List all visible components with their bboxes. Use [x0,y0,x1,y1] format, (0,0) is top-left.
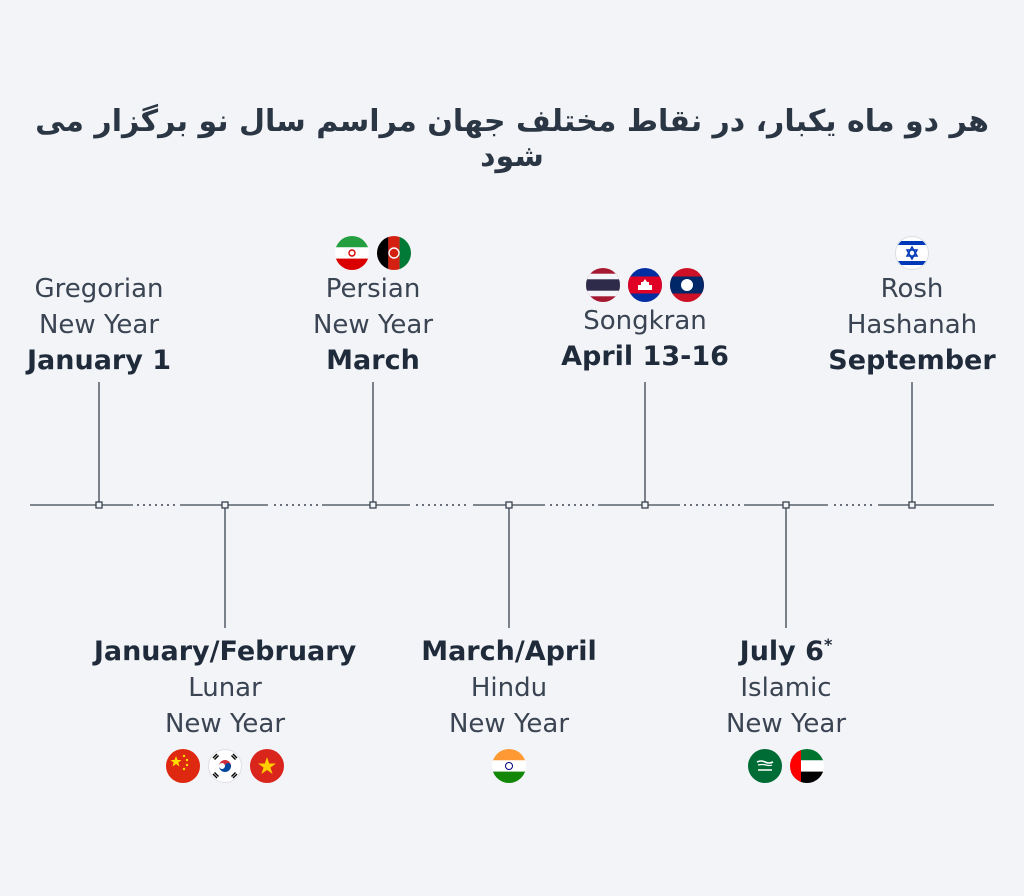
timeline-node [908,501,916,509]
event-name: New Year [312,310,434,340]
laos-flag-icon [670,268,704,302]
timeline-node [221,501,229,509]
footnote-mark: * [823,635,833,654]
event-name: New Year [38,310,160,340]
event-date: April 13-16 [561,341,729,372]
timeline-node [95,501,103,509]
event-name: New Year [448,709,570,739]
page-title: هر دو ماه یکبار، در نقاط مختلف جهان مراس… [35,104,989,174]
timeline-node [369,501,377,509]
event-songkran: Songkran April 13-16 [505,267,785,375]
event-name: Hashanah [846,310,978,340]
event-name: Islamic [740,673,832,703]
event-date: July 6* [739,635,833,667]
event-date: September [828,345,996,376]
timeline-node [782,501,790,509]
event-date: January 1 [26,345,172,376]
event-date: March/April [421,636,597,667]
event-date: March [326,345,420,376]
uae-flag-icon [790,749,824,783]
saudi-arabia-flag-icon [748,749,782,783]
cambodia-flag-icon [628,268,662,302]
event-gregorian: Gregorian New Year January 1 [0,271,239,379]
event-name: Persian [325,274,421,304]
event-lunar: January/February Lunar New Year [85,634,365,784]
event-name: New Year [725,709,847,739]
afghanistan-flag-icon [377,236,411,270]
event-name: Gregorian [34,274,164,304]
thailand-flag-icon [586,268,620,302]
south-korea-flag-icon [208,749,242,783]
india-flag-icon [492,749,526,783]
event-hindu: March/April Hindu New Year [369,634,649,784]
timeline-node [505,501,513,509]
event-name: Rosh [880,274,944,304]
event-name: Lunar [188,673,262,703]
event-persian: Persian New Year March [233,235,513,379]
event-rosh-hashanah: Rosh Hashanah September [772,235,1024,379]
event-name: Hindu [470,673,548,703]
iran-flag-icon [335,236,369,270]
vietnam-flag-icon [250,749,284,783]
event-name: New Year [164,709,286,739]
timeline-node [641,501,649,509]
china-flag-icon [166,749,200,783]
israel-flag-icon [895,236,929,270]
event-islamic: July 6* Islamic New Year [646,634,926,784]
event-date: January/February [93,636,357,667]
event-name: Songkran [583,306,707,336]
